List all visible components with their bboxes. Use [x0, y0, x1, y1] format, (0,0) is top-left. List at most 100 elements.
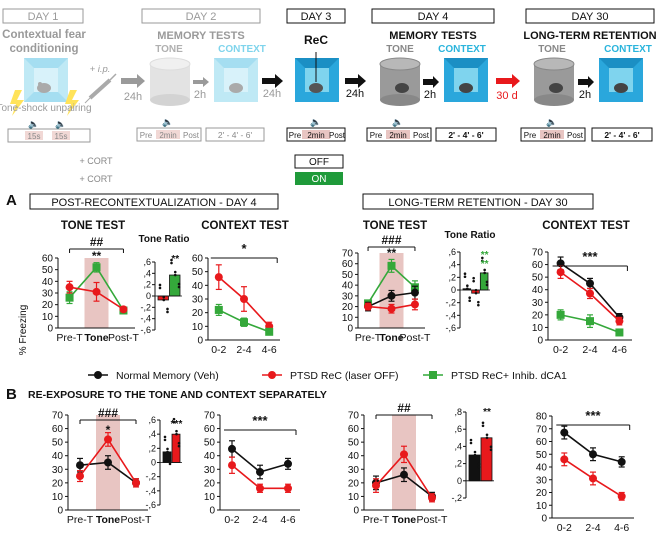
delay-24h-3: 24h [346, 88, 364, 100]
svg-text:Post: Post [183, 131, 200, 140]
tone-15s-1: 15s [28, 132, 41, 141]
y-tick-label: 20 [192, 308, 204, 319]
svg-text:Post: Post [567, 131, 584, 140]
chart-A_day30_ratio: -,6 -,4 -,2 0 ,2 ,4 ,6 **** [445, 247, 490, 333]
y-tick-label: 0 [537, 336, 543, 347]
y-tick-label: ,8 [454, 407, 462, 417]
y-tick-label: 40 [192, 281, 204, 292]
y-tick-label: 70 [204, 411, 216, 422]
ratio-dot [468, 299, 471, 303]
sig-label: ## [90, 235, 104, 249]
x-tick-label: 2-4 [236, 344, 251, 356]
ratio-dot [173, 270, 177, 274]
y-tick-label: 50 [192, 267, 204, 278]
y-tick-label: -,6 [445, 323, 456, 333]
sig-label: *** [252, 413, 268, 428]
data-point [560, 428, 569, 437]
y-tick-label: 70 [52, 411, 64, 422]
ratio-dot [483, 268, 486, 272]
ratio-dot [477, 465, 481, 469]
svg-text:Pre: Pre [140, 131, 153, 140]
timeline-day4-tone: Pre 2min Post [366, 127, 432, 142]
tone-cylinder-day2 [149, 57, 191, 106]
data-point [617, 457, 626, 466]
section-a-right-title: LONG-TERM RETENTION - DAY 30 [388, 197, 567, 209]
y-tick-label: 30 [42, 289, 54, 300]
data-point [556, 268, 565, 277]
y-tick-label: ,2 [148, 443, 156, 453]
ratio-bar [480, 437, 493, 482]
data-point [428, 493, 436, 502]
series-black [560, 425, 626, 468]
speaker-icon-d30: 🔈 [546, 117, 557, 128]
data-point [265, 327, 274, 336]
day4-tone: TONE [386, 44, 414, 55]
y-tick-label: 50 [536, 450, 548, 461]
x-tick-label: Post-T [417, 514, 449, 526]
y-tick-label: 30 [192, 295, 204, 306]
on-label: ON [312, 174, 327, 185]
ratio-dot [477, 462, 481, 466]
ratio-bar [171, 433, 181, 463]
data-point [214, 305, 223, 314]
data-point [615, 328, 624, 337]
delay-2h-3: 2h [579, 89, 591, 101]
ratio-dot [158, 283, 162, 287]
svg-text:2' - 4' - 6': 2' - 4' - 6' [448, 130, 483, 140]
data-point [228, 444, 236, 453]
y-tick-label: -,2 [140, 302, 151, 312]
data-point [104, 458, 112, 467]
y-tick-label: 50 [204, 438, 216, 449]
speaker-icon-d1a: 🔈 [28, 119, 39, 130]
timeline-day30-tone: Pre 2min Post [520, 127, 586, 142]
y-tick-label: ,2 [448, 272, 456, 282]
delay-2h-1: 2h [194, 89, 206, 101]
day1-title-1: Contextual fear [2, 29, 86, 41]
y-tick-label: 40 [52, 451, 64, 462]
ratio-dot [466, 284, 469, 288]
day4-mem-tests: MEMORY TESTS [389, 30, 476, 42]
y-tick-label: 10 [42, 312, 54, 323]
delay-30d: 30 d [496, 90, 517, 102]
data-point [256, 484, 264, 493]
ratio-dot [158, 286, 162, 290]
timeline-day3: Pre 2min Post [286, 127, 346, 142]
y-tick-label: 60 [342, 259, 354, 270]
ratio-dot [166, 307, 169, 311]
ratio-dot [481, 424, 485, 428]
y-tick-label: ,4 [143, 268, 151, 278]
arrow-black-1 [262, 74, 283, 88]
y-tick-label: 0 [353, 506, 359, 517]
ratio-dot [489, 448, 493, 452]
ratio-dot [166, 450, 169, 454]
data-point [284, 459, 292, 468]
speaker-icon-d2: 🔈 [162, 117, 173, 128]
data-point [387, 304, 396, 313]
data-point [372, 481, 380, 490]
data-point [284, 484, 292, 493]
y-tick-label: -,6 [145, 500, 156, 510]
series-green [556, 309, 624, 337]
x-tick-label: Pre-T [56, 332, 83, 344]
y-tick-label: 60 [52, 424, 64, 435]
ratio-dot [177, 441, 181, 445]
y-tick-label: ,4 [148, 429, 156, 439]
ratio-dot [468, 296, 471, 300]
data-point [76, 461, 84, 470]
series-red [364, 298, 419, 314]
data-point [410, 288, 419, 297]
tone-shock-label: Tone-shock unpairing [0, 103, 92, 114]
day2-mem-tests: MEMORY TESTS [157, 30, 244, 42]
y-tick-label: 50 [532, 273, 544, 284]
svg-text:Pre: Pre [370, 131, 383, 140]
data-point [615, 317, 624, 326]
tone-15s-2: 15s [55, 132, 68, 141]
y-tick-label: 60 [42, 254, 54, 265]
svg-text:2min: 2min [389, 131, 406, 140]
data-point [586, 317, 594, 326]
data-point [387, 291, 396, 300]
y-tick-label: 60 [204, 424, 216, 435]
ratio-dot [168, 459, 172, 463]
